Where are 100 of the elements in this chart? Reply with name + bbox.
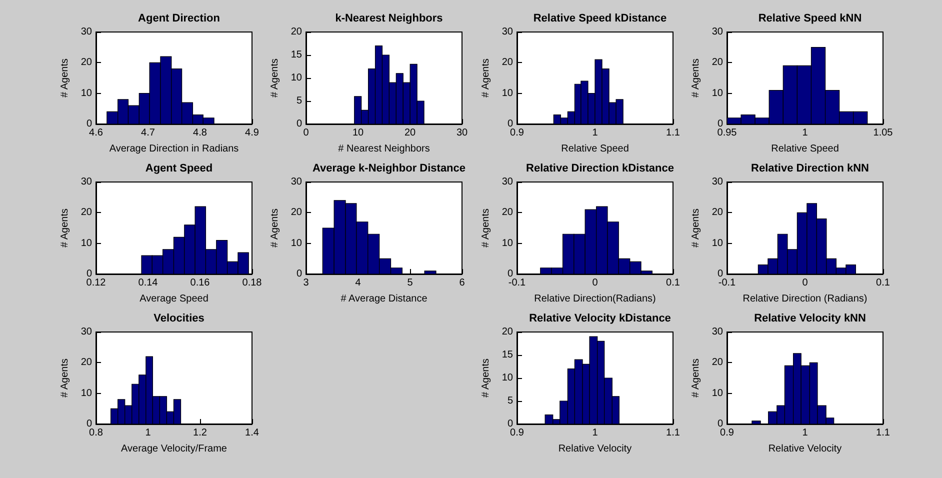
x-tick-label: 1.1 bbox=[876, 428, 890, 438]
x-tick-label: 1.05 bbox=[873, 128, 894, 138]
y-tick-label: 30 bbox=[290, 176, 302, 188]
y-tick-label: 10 bbox=[502, 238, 514, 249]
x-tick-label: 4.7 bbox=[141, 128, 156, 138]
y-tick-label: 0 bbox=[296, 118, 302, 130]
x-tick-label: 0.8 bbox=[89, 428, 104, 438]
x-tick-label: 0.9 bbox=[720, 428, 734, 438]
x-axis-title: Average Direction in Radians bbox=[109, 144, 239, 154]
x-tick-label: 20 bbox=[404, 128, 416, 138]
y-tick-label: 0 bbox=[86, 418, 92, 430]
y-tick-label: 30 bbox=[80, 326, 92, 338]
x-tick-label: 0 bbox=[303, 128, 310, 138]
x-tick-label: 10 bbox=[352, 128, 364, 138]
y-tick-label: 20 bbox=[290, 26, 302, 38]
y-tick-label: 0 bbox=[86, 118, 92, 130]
x-axis-title: Relative Velocity bbox=[558, 444, 632, 454]
x-tick-label: 0.18 bbox=[242, 278, 262, 288]
y-tick-label: 30 bbox=[712, 326, 724, 338]
y-tick-label: 0 bbox=[507, 418, 514, 430]
y-tick-label: 30 bbox=[712, 176, 724, 188]
y-axis-title: # Agents bbox=[480, 58, 492, 98]
x-tick-label: 1 bbox=[802, 128, 808, 138]
y-tick-label: 5 bbox=[507, 396, 514, 406]
y-axis-title: # Agents bbox=[269, 58, 280, 98]
y-tick-label: 20 bbox=[712, 357, 724, 368]
y-tick-label: 30 bbox=[712, 26, 724, 38]
x-tick-label: 5 bbox=[407, 278, 414, 288]
y-tick-label: 20 bbox=[502, 326, 514, 338]
x-axis-title: # Average Distance bbox=[340, 294, 428, 304]
x-axis-title: Relative Direction (Radians) bbox=[742, 294, 868, 304]
chart-title: Agent Speed bbox=[145, 162, 213, 174]
y-tick-label: 10 bbox=[290, 238, 302, 249]
y-tick-label: 10 bbox=[80, 88, 92, 99]
chart-title: k-Nearest Neighbors bbox=[335, 12, 443, 24]
x-tick-label: -0.1 bbox=[718, 278, 736, 288]
x-tick-label: 1 bbox=[145, 428, 152, 438]
y-tick-label: 30 bbox=[80, 26, 92, 38]
x-tick-label: 6 bbox=[459, 278, 466, 288]
y-tick-label: 5 bbox=[296, 96, 302, 106]
y-axis-title: # Agents bbox=[59, 58, 70, 98]
y-axis-title: # Agents bbox=[690, 358, 702, 398]
y-tick-label: 20 bbox=[502, 207, 514, 218]
x-axis-title: Relative Speed bbox=[561, 144, 629, 154]
x-tick-label: 3 bbox=[303, 278, 310, 288]
y-tick-label: 30 bbox=[80, 176, 92, 188]
y-tick-label: 20 bbox=[712, 207, 724, 218]
y-tick-label: 10 bbox=[290, 72, 302, 84]
x-tick-label: 1 bbox=[802, 428, 808, 438]
x-axis-title: Relative Velocity bbox=[768, 444, 842, 454]
y-tick-label: 0 bbox=[296, 268, 302, 280]
y-tick-label: 15 bbox=[502, 350, 514, 360]
x-tick-label: 0 bbox=[592, 278, 598, 288]
x-tick-label: 0.9 bbox=[510, 428, 524, 438]
chart-title: Relative Speed kDistance bbox=[533, 12, 667, 24]
chart-title: Relative Direction kNN bbox=[751, 162, 870, 174]
chart-title: Velocities bbox=[154, 312, 204, 324]
x-axis-title: Relative Speed bbox=[771, 144, 839, 154]
y-tick-label: 10 bbox=[712, 388, 724, 399]
y-tick-label: 0 bbox=[507, 118, 514, 130]
y-tick-label: 10 bbox=[502, 88, 514, 99]
y-axis-title: # Agents bbox=[59, 208, 70, 248]
x-tick-label: 4 bbox=[355, 278, 362, 288]
x-tick-label: 1.4 bbox=[245, 428, 260, 438]
x-tick-label: 0 bbox=[802, 278, 808, 288]
y-axis-title: # Agents bbox=[690, 208, 702, 248]
x-tick-label: 0.9 bbox=[510, 128, 524, 138]
y-axis-title: # Agents bbox=[269, 208, 280, 248]
y-tick-label: 10 bbox=[502, 372, 514, 384]
y-tick-label: 20 bbox=[502, 57, 514, 68]
y-tick-label: 20 bbox=[290, 207, 302, 218]
x-tick-label: 1 bbox=[592, 128, 598, 138]
y-tick-label: 10 bbox=[712, 238, 724, 249]
x-tick-label: 1.1 bbox=[666, 428, 680, 438]
x-tick-label: 1 bbox=[592, 428, 598, 438]
y-tick-label: 0 bbox=[507, 268, 514, 280]
y-tick-label: 20 bbox=[80, 57, 92, 68]
x-tick-label: 0.14 bbox=[138, 278, 158, 288]
x-axis-title: Average Velocity/Frame bbox=[121, 444, 228, 454]
y-tick-label: 0 bbox=[717, 118, 724, 130]
chart-title: Agent Direction bbox=[138, 12, 220, 24]
x-axis-title: # Nearest Neighbors bbox=[338, 144, 430, 154]
y-tick-label: 20 bbox=[80, 207, 92, 218]
chart-title: Relative Velocity kNN bbox=[754, 312, 866, 324]
x-axis-title: Relative Direction(Radians) bbox=[534, 294, 656, 304]
y-axis-title: # Agents bbox=[480, 358, 492, 398]
y-axis-title: # Agents bbox=[690, 58, 702, 98]
y-tick-label: 15 bbox=[290, 50, 302, 60]
x-tick-label: -0.1 bbox=[508, 278, 526, 288]
x-tick-label: 4.9 bbox=[245, 128, 260, 138]
x-tick-label: 1.1 bbox=[666, 128, 680, 138]
x-tick-label: 0.16 bbox=[190, 278, 210, 288]
y-tick-label: 20 bbox=[80, 357, 92, 368]
y-tick-label: 10 bbox=[712, 88, 724, 99]
y-axis-title: # Agents bbox=[59, 358, 70, 398]
y-tick-label: 10 bbox=[80, 238, 92, 249]
y-tick-label: 10 bbox=[80, 388, 92, 399]
chart-title: Relative Speed kNN bbox=[758, 12, 862, 24]
x-tick-label: 4.8 bbox=[193, 128, 208, 138]
x-tick-label: 4.6 bbox=[89, 128, 104, 138]
